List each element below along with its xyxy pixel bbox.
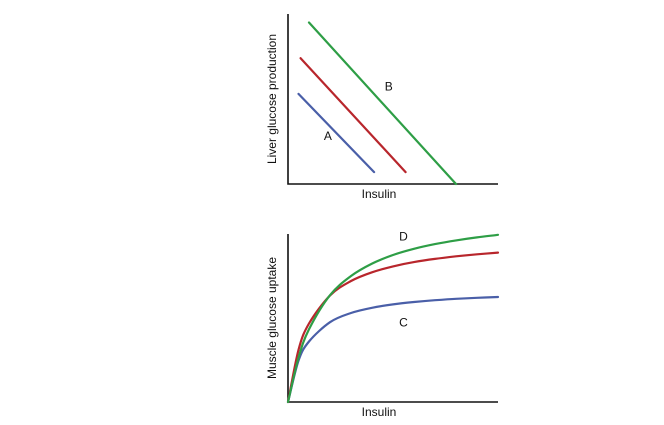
y-axis-label: Muscle glucose uptake — [265, 257, 279, 379]
series-line-0 — [286, 295, 500, 404]
axes — [287, 14, 498, 185]
series-line-1 — [299, 57, 407, 174]
series-line-2 — [286, 233, 500, 404]
liver-chart: A B Insulin Liver glucose production — [265, 14, 498, 201]
y-axis-label: Liver glucose production — [265, 34, 279, 164]
curve-label-d: D — [399, 230, 408, 244]
series-line-2 — [307, 21, 458, 186]
axes — [287, 234, 498, 403]
x-axis-label: Insulin — [362, 405, 397, 419]
series-line-0 — [297, 92, 376, 174]
curve-label-b: B — [385, 80, 393, 94]
series-line-1 — [286, 251, 500, 404]
x-axis-label: Insulin — [362, 187, 397, 201]
curve-label-a: A — [324, 129, 332, 143]
curve-label-c: C — [399, 315, 408, 329]
muscle-chart: D C Insulin Muscle glucose uptake — [265, 230, 500, 419]
